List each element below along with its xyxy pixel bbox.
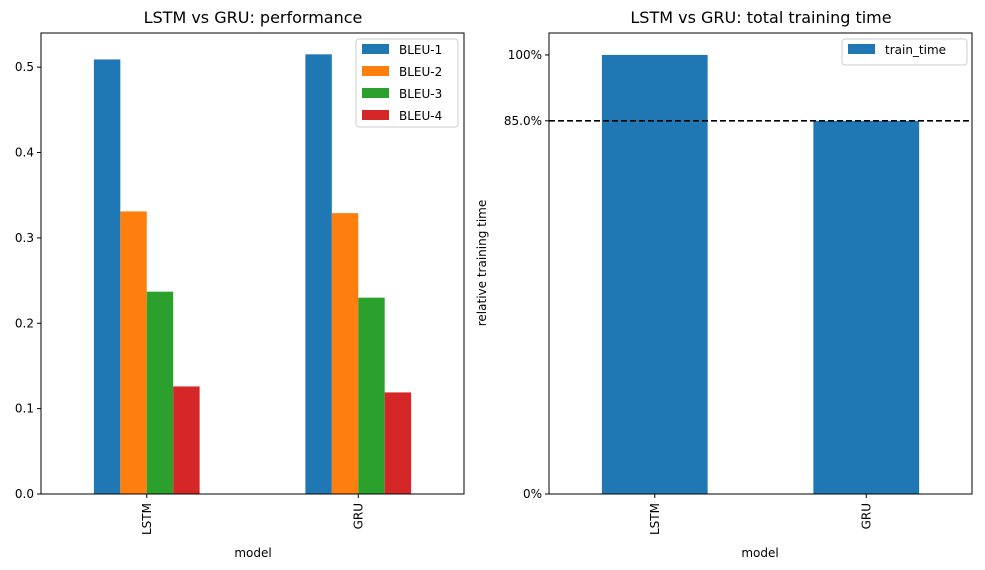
bar-bleu-2-gru (331, 213, 359, 494)
y-axis-ticks: 0% 85.0% 100% (504, 48, 549, 501)
x-tick-label: GRU (859, 503, 873, 529)
bar-bleu-1-gru (305, 54, 332, 495)
x-tick-label: LSTM (648, 503, 662, 535)
x-tick-label: LSTM (140, 503, 154, 535)
legend-swatch (362, 110, 389, 120)
legend-label: BLEU-3 (399, 87, 442, 101)
y-tick-label: 85.0% (504, 114, 542, 128)
y-tick-label: 100% (508, 48, 542, 62)
bar-bleu-3-gru (358, 297, 385, 494)
x-tick-label: GRU (351, 503, 365, 529)
bars-group (601, 54, 920, 494)
y-axis-ticks: 0.0 0.1 0.2 0.3 0.4 0.5 (15, 60, 41, 501)
y-tick-label: 0.4 (15, 146, 34, 160)
bar-bleu-1-lstm (93, 59, 121, 495)
y-tick-label: 0.2 (15, 316, 34, 330)
x-axis-ticks: LSTM GRU (140, 494, 365, 535)
legend-swatch (362, 88, 389, 98)
bars-group (93, 54, 412, 495)
bar-bleu-2-lstm (120, 211, 147, 495)
chart-title: LSTM vs GRU: performance (144, 8, 363, 27)
legend: BLEU-1 BLEU-2 BLEU-3 BLEU-4 (355, 38, 459, 128)
bar-train-time-lstm (601, 54, 708, 494)
bar-bleu-4-lstm (173, 386, 200, 494)
legend-swatch (362, 44, 389, 54)
legend-box (355, 38, 459, 128)
y-axis-label: relative training time (475, 200, 489, 327)
legend: train_time (841, 38, 968, 66)
y-tick-label: 0.0 (15, 487, 34, 501)
x-axis-label: model (741, 546, 778, 560)
training-time-chart: LSTM vs GRU: total training time 0% 85.0%… (475, 8, 973, 560)
bar-bleu-4-gru (384, 392, 412, 494)
plot-frame (40, 32, 465, 495)
performance-chart: LSTM vs GRU: performance 0.0 0.1 0.2 0.3 0.4… (15, 8, 465, 560)
legend-label: train_time (885, 43, 946, 57)
x-axis-ticks: LSTM GRU (648, 494, 873, 535)
bar-bleu-3-lstm (146, 291, 174, 494)
y-tick-label: 0.5 (15, 60, 34, 74)
bar-train-time-gru (813, 120, 920, 494)
x-axis-label: model (234, 546, 271, 560)
legend-label: BLEU-4 (399, 109, 442, 123)
y-tick-label: 0.3 (15, 231, 34, 245)
chart-title: LSTM vs GRU: total training time (630, 8, 891, 27)
y-tick-label: 0.1 (15, 402, 34, 416)
legend-label: BLEU-2 (399, 65, 442, 79)
y-tick-label: 0% (523, 487, 542, 501)
legend-label: BLEU-1 (399, 43, 442, 57)
legend-swatch (362, 66, 389, 76)
legend-swatch (848, 44, 875, 54)
plot-frame (548, 32, 973, 495)
